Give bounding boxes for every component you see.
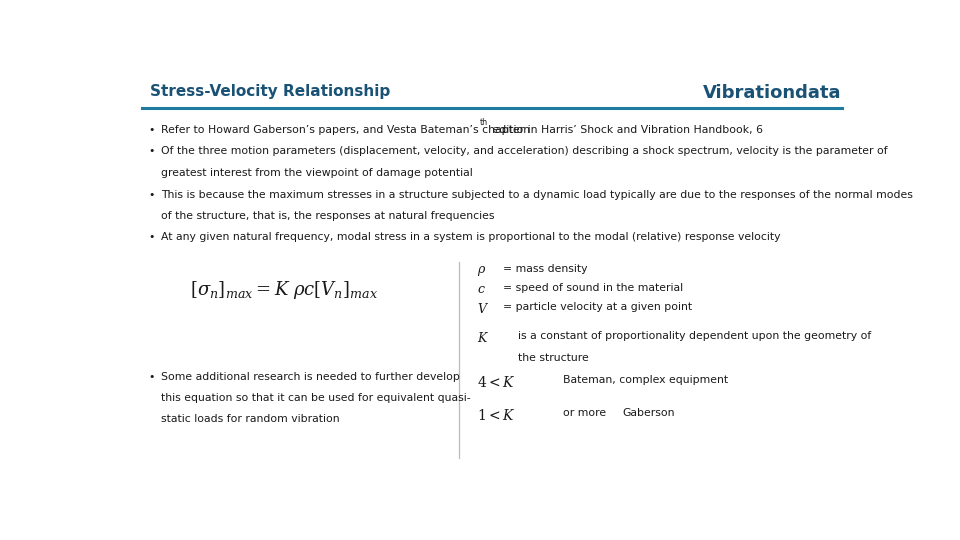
Text: = particle velocity at a given point: = particle velocity at a given point xyxy=(503,302,692,312)
Text: Of the three motion parameters (displacement, velocity, and acceleration) descri: Of the three motion parameters (displace… xyxy=(161,146,888,156)
Text: or more: or more xyxy=(563,408,606,418)
Text: = speed of sound in the material: = speed of sound in the material xyxy=(503,283,684,293)
Text: This is because the maximum stresses in a structure subjected to a dynamic load : This is because the maximum stresses in … xyxy=(161,190,913,200)
Text: •: • xyxy=(148,125,155,135)
Text: = mass density: = mass density xyxy=(503,265,588,274)
Text: Bateman, complex equipment: Bateman, complex equipment xyxy=(563,375,728,384)
Text: the structure: the structure xyxy=(518,353,588,362)
Text: th: th xyxy=(480,118,488,127)
Text: •: • xyxy=(148,232,155,242)
Text: of the structure, that is, the responses at natural frequencies: of the structure, that is, the responses… xyxy=(161,211,494,221)
Text: Some additional research is needed to further develop: Some additional research is needed to fu… xyxy=(161,373,460,382)
Text: this equation so that it can be used for equivalent quasi-: this equation so that it can be used for… xyxy=(161,393,470,403)
Text: $1 < K$: $1 < K$ xyxy=(477,408,516,423)
Text: $[\sigma_n]_{max} = K\ \rho c[V_n]_{max}$: $[\sigma_n]_{max} = K\ \rho c[V_n]_{max}… xyxy=(190,279,377,301)
Text: •: • xyxy=(148,146,155,156)
Text: Gaberson: Gaberson xyxy=(622,408,675,418)
Text: •: • xyxy=(148,190,155,200)
Text: static loads for random vibration: static loads for random vibration xyxy=(161,414,340,424)
Text: greatest interest from the viewpoint of damage potential: greatest interest from the viewpoint of … xyxy=(161,167,472,178)
Text: $4 < K$: $4 < K$ xyxy=(477,375,516,389)
Text: $c$: $c$ xyxy=(477,283,486,296)
Text: $V$: $V$ xyxy=(477,302,490,316)
Text: Stress-Velocity Relationship: Stress-Velocity Relationship xyxy=(150,84,390,98)
Text: edition: edition xyxy=(490,125,531,135)
Text: Vibrationdata: Vibrationdata xyxy=(703,84,842,102)
Text: $K$: $K$ xyxy=(477,331,490,345)
Text: $\rho$: $\rho$ xyxy=(477,265,487,279)
Text: At any given natural frequency, modal stress in a system is proportional to the : At any given natural frequency, modal st… xyxy=(161,232,780,242)
Text: •: • xyxy=(148,373,155,382)
Text: Refer to Howard Gaberson’s papers, and Vesta Bateman’s chapter in Harris’ Shock : Refer to Howard Gaberson’s papers, and V… xyxy=(161,125,763,135)
Text: is a constant of proportionality dependent upon the geometry of: is a constant of proportionality depende… xyxy=(518,331,872,341)
